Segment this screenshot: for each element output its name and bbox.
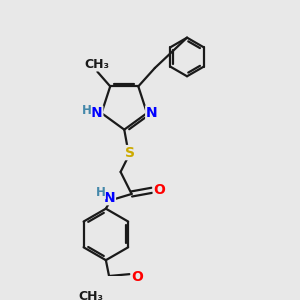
Text: N: N (146, 106, 158, 120)
Text: N: N (91, 106, 103, 120)
Text: H: H (95, 186, 105, 199)
Text: O: O (153, 183, 165, 197)
Text: O: O (131, 270, 143, 284)
Text: N: N (104, 190, 116, 205)
Text: S: S (125, 146, 135, 160)
Text: CH₃: CH₃ (85, 58, 110, 71)
Text: CH₃: CH₃ (79, 290, 104, 300)
Text: H: H (82, 104, 92, 117)
